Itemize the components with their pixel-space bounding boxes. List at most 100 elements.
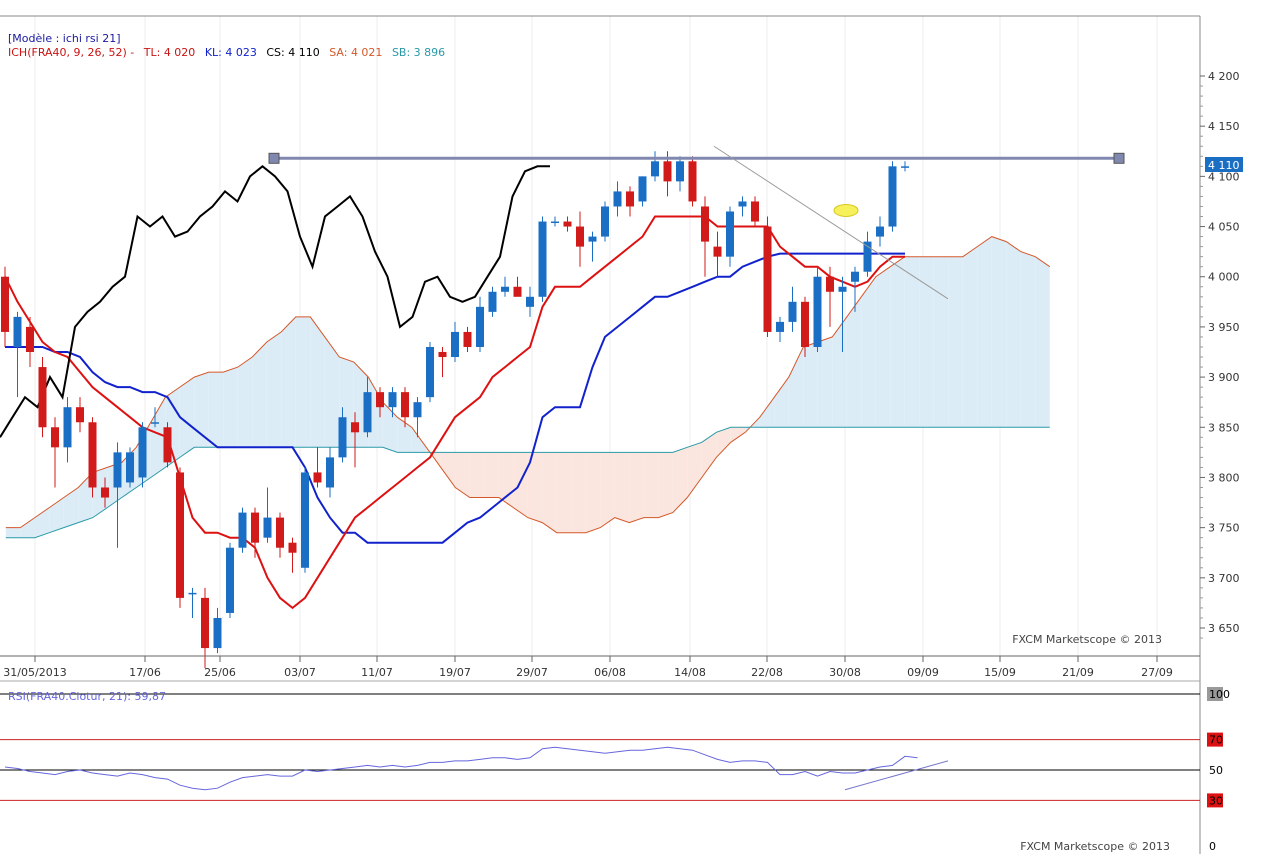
senkou-b-value: SB: 3 896	[392, 46, 445, 59]
cloud-segment	[948, 256, 963, 428]
y-tick-label: 3 800	[1208, 471, 1240, 484]
chikou-line	[0, 165, 550, 438]
x-tick-label: 21/09	[1062, 666, 1094, 679]
resistance-handle-left[interactable]	[268, 152, 280, 164]
candle-body	[613, 191, 622, 207]
candle-body	[463, 331, 472, 347]
x-tick-label: 09/09	[907, 666, 939, 679]
y-tick-label: 4 000	[1208, 271, 1240, 284]
cloud-segment	[571, 452, 586, 533]
candle-body	[726, 211, 734, 257]
candle-body	[338, 417, 347, 458]
candle-body	[701, 206, 709, 242]
y-tick-label: 3 700	[1208, 572, 1240, 585]
candle-body	[888, 166, 897, 227]
candle-body	[313, 472, 322, 483]
candle-body	[1, 276, 9, 332]
candle-body	[401, 392, 409, 418]
x-tick-label: 03/07	[284, 666, 316, 679]
cloud-segment	[1020, 251, 1036, 428]
candle-body	[488, 291, 497, 312]
candle-body	[688, 161, 697, 202]
cloud-segment	[542, 452, 557, 533]
y-tick-label: 4 100	[1208, 170, 1240, 183]
candle-body	[576, 226, 584, 247]
x-tick-label: 11/07	[361, 666, 393, 679]
candle-body	[588, 236, 597, 242]
candle-body	[563, 221, 572, 227]
candle-body	[663, 161, 672, 182]
candle-body	[88, 422, 97, 488]
candle-body	[163, 427, 172, 463]
candle-body	[263, 517, 272, 538]
cloud-segment	[324, 336, 340, 448]
x-tick-label: 27/09	[1141, 666, 1173, 679]
candle-body	[376, 392, 384, 408]
candle-body	[13, 316, 22, 347]
senkou-b-line	[5, 426, 1050, 539]
candle-body	[326, 457, 334, 488]
candle-body	[388, 392, 397, 408]
candle-body	[863, 241, 872, 272]
candle-body	[801, 301, 809, 347]
y-tick-label: 3 900	[1208, 371, 1240, 384]
x-tick-label: 15/09	[984, 666, 1016, 679]
cloud-segment	[716, 427, 731, 458]
candle-body	[251, 512, 259, 543]
candle-body	[513, 286, 522, 297]
cloud-segment	[281, 316, 296, 448]
cloud-segment	[904, 256, 920, 428]
x-tick-label: 06/08	[594, 666, 626, 679]
cloud-segment	[252, 341, 267, 448]
cloud-segment	[208, 372, 224, 448]
highlight-marker[interactable]	[833, 203, 859, 217]
tenkan-value: TL: 4 020	[143, 46, 196, 59]
cloud-segment	[556, 452, 572, 533]
cloud-segment	[527, 452, 543, 523]
cloud-segment	[49, 497, 64, 533]
cloud-segment	[890, 256, 905, 428]
trend-line[interactable]	[713, 145, 949, 300]
rsi-line	[4, 746, 918, 791]
candle-body	[526, 296, 534, 307]
candle-body	[201, 597, 209, 649]
candle-body	[363, 392, 372, 433]
indicator-lines	[0, 165, 1051, 610]
candle-body	[538, 221, 547, 297]
cloud-segment	[295, 316, 311, 448]
cloud-segment	[237, 357, 253, 448]
axes: 4 200 4 150 4 100 4 050 4 000 3 950 3 900 3 850…	[0, 15, 1240, 854]
cloud-segment	[585, 452, 601, 533]
candle-body	[113, 452, 122, 488]
rsi-divergence-line[interactable]	[844, 760, 949, 791]
candle-body	[838, 286, 847, 292]
candle-body	[676, 161, 684, 182]
candle-body	[301, 472, 309, 568]
cloud-segment	[933, 256, 949, 428]
x-tick-label: 25/06	[204, 666, 236, 679]
candle-body	[151, 422, 159, 424]
resistance-handle-right[interactable]	[1113, 152, 1125, 164]
cloud-segment	[919, 256, 934, 428]
cloud-segment	[803, 341, 818, 428]
cloud-segment	[223, 367, 238, 448]
cloud-segment	[266, 331, 282, 448]
candle-body	[126, 452, 134, 483]
candle-body	[876, 226, 884, 237]
candle-body	[851, 271, 859, 282]
cloud-segment	[1035, 256, 1050, 428]
candle-body	[776, 321, 784, 332]
y-tick-label: 4 200	[1208, 70, 1240, 83]
candle-body	[713, 246, 722, 257]
x-tick-label: 30/08	[829, 666, 861, 679]
cloud-segment	[701, 432, 717, 478]
cloud-segment	[991, 236, 1007, 428]
cloud-segment	[817, 336, 833, 428]
cloud-segment	[382, 402, 398, 453]
watermark-main: FXCM Marketscope © 2013	[1012, 633, 1162, 646]
cloud-segment	[63, 487, 79, 528]
candle-body	[651, 161, 659, 177]
candle-body	[638, 176, 647, 202]
candle-body	[438, 352, 447, 358]
model-label: [Modèle : ichi rsi 21]	[8, 32, 121, 45]
